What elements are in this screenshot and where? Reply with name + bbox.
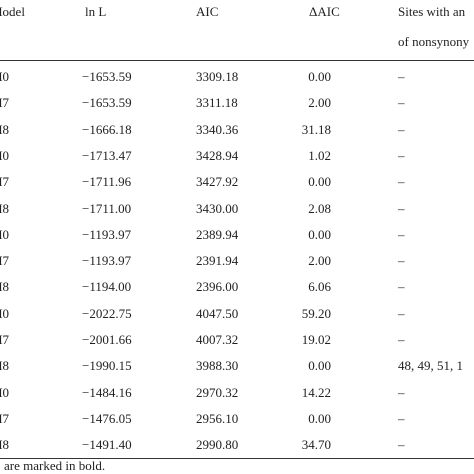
- header-cell: Sites with an: [398, 4, 466, 19]
- table-cell: M8: [0, 279, 10, 295]
- table-cell: 34.70: [301, 437, 331, 453]
- table-cell: 0.00: [308, 226, 331, 242]
- table-cell: −1990.15: [82, 358, 132, 374]
- table-cell: 0.00: [308, 358, 331, 374]
- table-cell: 0.00: [308, 410, 331, 426]
- table-cell: –: [398, 253, 405, 269]
- table-cell: M7: [0, 332, 10, 347]
- table-cell: −2022.75: [82, 305, 132, 321]
- table-cell: 2970.32: [196, 384, 239, 400]
- table-cell: −1193.97: [82, 226, 132, 242]
- table-cell: 2396.00: [196, 279, 239, 295]
- header-cell: ΔAIC: [309, 4, 340, 19]
- table-cell: –: [398, 200, 405, 216]
- table-cell: –: [398, 410, 405, 426]
- table-cell: −1193.97: [82, 253, 132, 269]
- table-cell: 2.08: [308, 200, 331, 216]
- table-cell: –: [398, 174, 405, 190]
- table-cell: M8: [0, 358, 10, 374]
- table-cell: –: [398, 332, 405, 347]
- table-cell: −2001.66: [82, 332, 132, 347]
- table-cell: −1711.00: [82, 200, 132, 216]
- table-cell: –: [398, 95, 405, 111]
- table-cell: −1666.18: [82, 121, 132, 137]
- table-cell: –: [398, 437, 405, 453]
- table-cell: −1711.96: [82, 174, 132, 190]
- table-cell: –: [398, 384, 405, 400]
- table-cell: −1491.40: [82, 437, 132, 453]
- table-cell: 3988.30: [196, 358, 239, 374]
- table-cell: 2990.80: [196, 437, 239, 453]
- table-cell: 3311.18: [196, 95, 238, 111]
- header-rule: [0, 60, 474, 61]
- table-cell: 4007.32: [196, 332, 239, 347]
- table-cell: 48, 49, 51, 1: [398, 358, 463, 374]
- table-cell: 31.18: [301, 121, 331, 137]
- table-cell: 0.00: [308, 69, 331, 84]
- table-cell: 14.22: [301, 384, 331, 400]
- table-cell: −1653.59: [82, 69, 132, 84]
- table-cell: M7: [0, 410, 10, 426]
- table-cell: 0.00: [308, 174, 331, 190]
- table-cell: 2956.10: [196, 410, 239, 426]
- table-cell: 3309.18: [196, 69, 239, 84]
- table-cell: –: [398, 226, 405, 242]
- bottom-rule: [0, 458, 474, 459]
- header-cell: Model: [0, 4, 25, 19]
- table-cell: −1476.05: [82, 410, 132, 426]
- table-cell: −1653.59: [82, 95, 132, 111]
- table-cell: M0: [0, 226, 10, 242]
- table-cell: 4047.50: [196, 305, 239, 321]
- table-cell: M0: [0, 384, 10, 400]
- table-cell: 2.00: [308, 95, 331, 111]
- table-cell: M7: [0, 253, 10, 269]
- table-cell: –: [398, 147, 405, 163]
- table-cell: M0: [0, 305, 10, 321]
- table-cell: 2.00: [308, 253, 331, 269]
- header-cell: ln L: [85, 4, 107, 19]
- table-cell: −1484.16: [82, 384, 132, 400]
- table-cell: M7: [0, 174, 10, 190]
- table-cell: M8: [0, 437, 10, 453]
- table-cell: 2391.94: [196, 253, 239, 269]
- table-cell: –: [398, 305, 405, 321]
- table-cell: 1.02: [308, 147, 331, 163]
- table-cell: M8: [0, 121, 10, 137]
- table-cell: 3428.94: [196, 147, 239, 163]
- table-cell: M0: [0, 147, 10, 163]
- table-cell: –: [398, 69, 405, 84]
- header-cell: of nonsynony: [398, 34, 470, 49]
- table-cell: M0: [0, 69, 10, 84]
- table-cell: –: [398, 121, 405, 137]
- table-cell: 3430.00: [196, 200, 239, 216]
- table-cell: −1194.00: [82, 279, 132, 295]
- table-cell: 59.20: [301, 305, 331, 321]
- table-cell: –: [398, 279, 405, 295]
- table-cell: 6.06: [308, 279, 331, 295]
- footnote: are marked in bold.: [4, 458, 106, 473]
- header-cell: AIC: [196, 4, 219, 19]
- table-cell: 3340.36: [196, 121, 239, 137]
- table-cell: −1713.47: [82, 147, 132, 163]
- table-cell: M7: [0, 95, 10, 111]
- table-cell: 3427.92: [196, 174, 239, 190]
- table-cell: M8: [0, 200, 10, 216]
- table-cell: 2389.94: [196, 226, 239, 242]
- table-cell: 19.02: [301, 332, 331, 347]
